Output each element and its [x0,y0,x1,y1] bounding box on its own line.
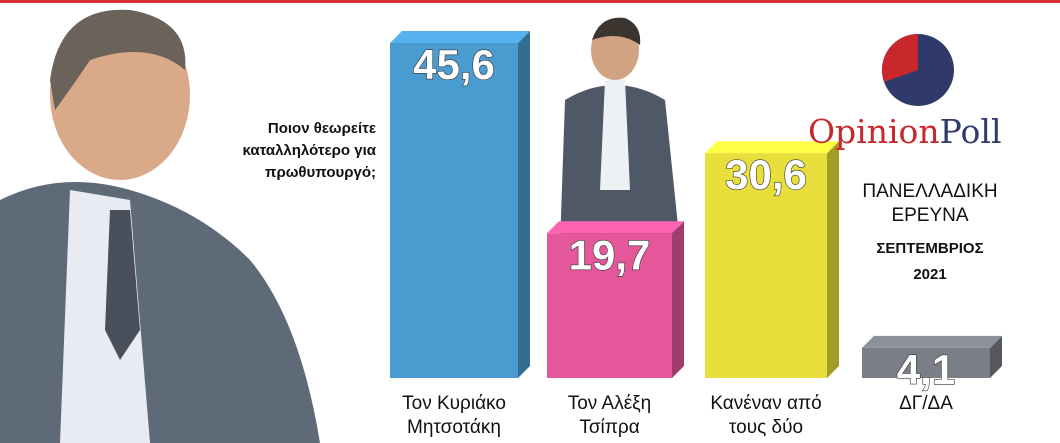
bar-top [390,31,530,43]
brand-second: Poll [939,112,1002,151]
bar-side [827,141,839,378]
value-label: 30,6 [725,151,807,198]
bar-top [862,335,1002,348]
survey-line1: ΠΑΝΕΛΛΑΔΙΚΗ [862,181,998,202]
survey-date: ΣΕΠΤΕΜΒΡΙΟΣ 2021 [840,236,1020,288]
bar-top [547,221,684,234]
survey-title: ΠΑΝΕΛΛΑΔΙΚΗ ΕΡΕΥΝΑ [840,180,1020,228]
survey-month: ΣΕΠΤΕΜΒΡΙΟΣ [876,240,984,257]
bar-side [672,221,684,378]
question: Ποιον θεωρείτε καταλληλότερο για πρωθυπο… [242,120,377,181]
category-label: Τον Κυριάκο Μητσοτάκη [402,393,506,438]
top-stripe [0,0,1060,3]
category-label: Κανέναν από τους δύο [710,393,822,438]
logo-pie [881,33,954,106]
survey-year: 2021 [913,266,947,283]
category-label: ΔΓ/ΔΑ [899,393,953,414]
bar [547,233,672,378]
value-label: 4,1 [897,346,955,393]
bar-side [518,31,530,378]
bar [862,347,990,378]
survey-line2: ΕΡΕΥΝΑ [891,205,969,226]
value-label: 45,6 [413,41,495,88]
brand: OpinionPoll [808,112,1002,151]
category-label: Τον Αλέξη Τσίπρα [567,393,652,438]
bar [705,153,827,378]
photo-left [0,9,320,443]
brand-first: Opinion [808,112,940,151]
bar-top [705,141,839,154]
bar-side [990,335,1002,378]
bar [390,43,518,378]
photo-middle [560,17,680,245]
value-label: 19,7 [569,231,651,278]
